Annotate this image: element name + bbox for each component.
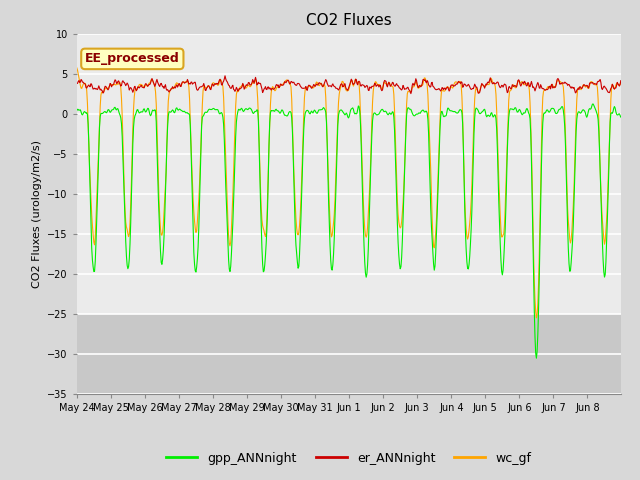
Legend: gpp_ANNnight, er_ANNnight, wc_gf: gpp_ANNnight, er_ANNnight, wc_gf	[161, 447, 536, 469]
Text: EE_processed: EE_processed	[85, 52, 180, 65]
Title: CO2 Fluxes: CO2 Fluxes	[306, 13, 392, 28]
Bar	[77, 313, 621, 394]
Y-axis label: CO2 Fluxes (urology/m2/s): CO2 Fluxes (urology/m2/s)	[31, 140, 42, 288]
